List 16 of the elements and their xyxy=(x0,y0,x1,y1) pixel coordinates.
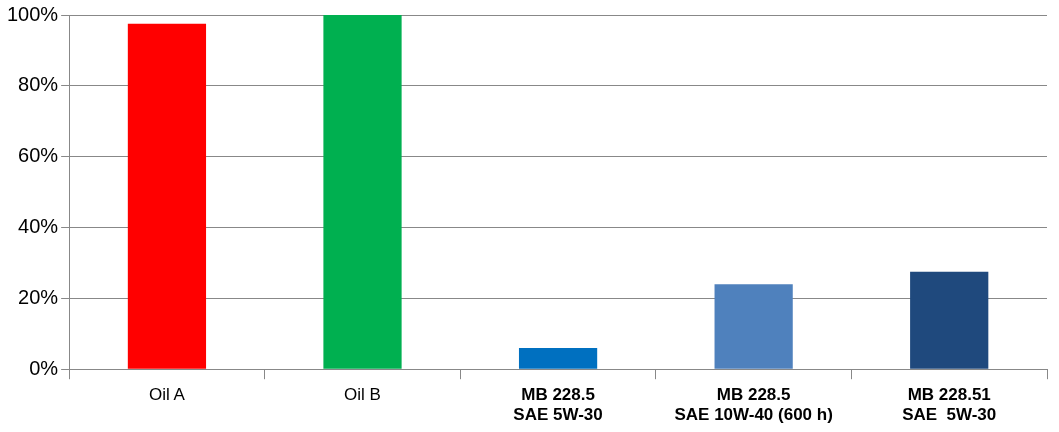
x-tick-label: MB 228.5 SAE 5W-30 xyxy=(513,385,603,425)
x-tick-label: Oil B xyxy=(344,385,381,405)
bar xyxy=(714,284,793,369)
y-tick-label: 100% xyxy=(7,2,59,25)
x-tick-label: Oil A xyxy=(148,385,186,405)
bar xyxy=(910,271,989,369)
y-tick-label: 40% xyxy=(18,215,59,238)
bar xyxy=(323,15,402,369)
bar xyxy=(127,23,207,369)
x-tick-label: MB 228.51 SAE 5W-30 xyxy=(902,385,997,425)
bar xyxy=(518,347,598,369)
y-tick-label: 60% xyxy=(18,144,59,167)
y-tick-label: 0% xyxy=(29,356,59,379)
y-tick-label: 20% xyxy=(18,285,59,308)
y-tick-label: 80% xyxy=(18,73,59,96)
x-tick-label: MB 228.5 SAE 10W-40 (600 h) xyxy=(674,385,833,425)
